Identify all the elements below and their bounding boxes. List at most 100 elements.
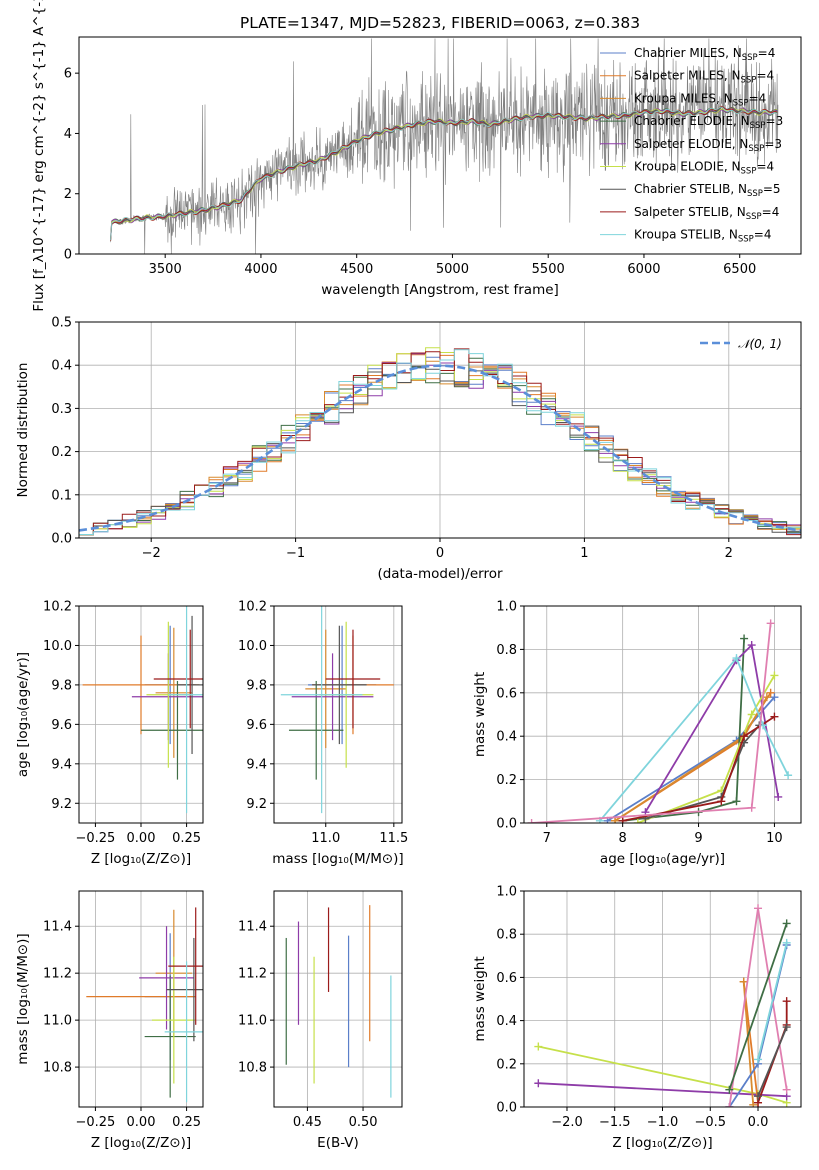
x-tick-label: 0.00	[127, 831, 156, 846]
y-tick-label: 9.2	[246, 797, 267, 812]
legend-sub: SSP	[746, 212, 762, 222]
x-tick-label: −2.0	[551, 1115, 583, 1130]
y-tick-label: 9.4	[51, 757, 72, 772]
x-tick-label: 0.50	[349, 1115, 378, 1130]
x-axis-label: wavelength [Angstrom, rest frame]	[321, 282, 559, 298]
legend-sub: SSP	[750, 121, 766, 131]
series-marker	[766, 619, 775, 628]
legend-label: Chabrier MILES, NSSP=4	[634, 46, 775, 63]
y-tick-label: 0.5	[51, 316, 72, 331]
x-tick-label: 8	[619, 831, 627, 846]
series-marker	[534, 1042, 543, 1051]
legend-sub: SSP	[742, 53, 758, 63]
y-tick-label: 11.4	[43, 920, 72, 935]
legend-n: =4	[749, 91, 767, 105]
y-tick-label: 0.4	[496, 1014, 517, 1029]
y-tick-label: 0.0	[496, 817, 517, 832]
y-tick-label: 11.2	[238, 967, 267, 982]
y-tick-label: 0.6	[496, 971, 517, 986]
legend-sub: SSP	[738, 235, 754, 245]
plot-area	[110, 38, 779, 254]
y-tick-label: 0.0	[51, 532, 72, 547]
legend-sub: SSP	[733, 98, 749, 108]
y-tick-label: 4	[64, 127, 72, 142]
series-marker	[633, 819, 642, 823]
plot-area	[82, 606, 203, 814]
legend-label: Kroupa ELODIE, NSSP=4	[634, 160, 774, 177]
series-marker	[740, 732, 749, 741]
legend-sub: SSP	[747, 189, 763, 199]
series-marker	[754, 1092, 763, 1101]
y-tick-label: 11.4	[238, 920, 267, 935]
y-axis-label: Normed distribution	[15, 363, 31, 498]
series-marker	[770, 671, 779, 680]
y-axis-label: mass weight	[472, 956, 488, 1041]
panel-mass-vs-Z: −0.25 0.00 0.25 10.8 11.0 11.2 11.4 Z [log₁₀(Z/…	[15, 890, 204, 1151]
x-tick-label: −0.5	[694, 1115, 726, 1130]
panel-residuals: 𝒩(0, 1) −2 −1 0 1 2 0.0 0.1 0.2 0.3 0.4 0.5 (data-mo…	[15, 316, 802, 582]
legend-n: =3	[764, 137, 782, 151]
panel-age-vs-mass: 11.0 11.5 9.2 9.4 9.6 9.8 10.0 10.2 mass [log₁₀(…	[238, 600, 408, 868]
series-line-7	[757, 942, 788, 1060]
y-tick-label: 0.4	[51, 359, 72, 374]
y-tick-label: 10.8	[238, 1061, 267, 1076]
series-marker	[782, 1023, 791, 1032]
panel-spectrum: Chabrier MILES, NSSP=4 Salpeter MILES, NS…	[31, 0, 802, 312]
legend-label: Salpeter ELODIE, NSSP=3	[634, 137, 782, 154]
series-marker	[739, 977, 748, 986]
y-tick-label: 9.8	[246, 678, 267, 693]
y-axis-label: Flux [f_λ10^{-17} erg cm^{-2} s^{-1} A^{…	[31, 0, 47, 312]
legend-label: Chabrier ELODIE, NSSP=3	[634, 114, 783, 131]
y-tick-label: 11.0	[238, 1014, 267, 1029]
y-tick-label: 1.0	[496, 885, 517, 900]
axes-frame	[273, 890, 403, 1108]
x-tick-label: 2	[725, 546, 733, 561]
legend-n: =4	[754, 228, 772, 242]
panel-age-vs-Z: −0.25 0.00 0.25 9.2 9.4 9.6 9.8 10.0 10.2 Z [log₁…	[15, 600, 204, 867]
plot-area	[280, 606, 394, 814]
legend-label: Salpeter MILES, NSSP=4	[634, 69, 774, 86]
x-tick-label: 0.45	[293, 1115, 322, 1130]
observed-spectrum	[110, 38, 779, 254]
panel-mass-vs-ebv: 0.45 0.50 10.8 11.0 11.2 11.4 E(B-V)	[238, 890, 403, 1151]
panel-mass-weight-vs-age: 7 8 9 10 0.0 0.2 0.4 0.6 0.8 1.0 age [log₁₀(age/yr…	[472, 600, 802, 867]
x-tick-label: −1	[286, 546, 305, 561]
legend-n: =3	[766, 114, 784, 128]
series-marker	[618, 816, 627, 823]
series-line-8	[599, 656, 789, 822]
series-marker	[770, 693, 779, 702]
series-marker	[732, 797, 741, 806]
series-line-6	[728, 923, 788, 1090]
plot-area	[79, 347, 801, 536]
y-tick-label: 9.2	[51, 797, 72, 812]
series-marker	[754, 1055, 763, 1064]
x-tick-label: 0.00	[127, 1115, 156, 1130]
series-marker	[725, 1103, 734, 1107]
x-tick-label: 0.0	[748, 1115, 769, 1130]
plot-area	[527, 619, 793, 823]
x-tick-label: 9	[694, 831, 702, 846]
y-tick-label: 0.3	[51, 402, 72, 417]
series-marker	[762, 693, 771, 702]
x-tick-label: 3500	[149, 262, 182, 277]
plot-area	[86, 907, 203, 1103]
series-marker	[782, 919, 791, 928]
series-marker	[611, 816, 620, 823]
legend-label: 𝒩(0, 1)	[738, 337, 782, 351]
x-tick-label: 10	[766, 831, 783, 846]
y-tick-label: 0	[64, 248, 72, 263]
y-tick-label: 10.0	[43, 639, 72, 654]
x-tick-label: 7	[543, 831, 551, 846]
y-tick-label: 0.8	[496, 643, 517, 658]
x-tick-label: 5000	[436, 262, 469, 277]
x-axis-label: Z [log₁₀(Z/Z⊙)]	[91, 851, 191, 867]
series-marker	[782, 1085, 791, 1094]
y-tick-label: 0.0	[496, 1101, 517, 1116]
series-marker	[766, 688, 775, 697]
y-tick-label: 9.4	[246, 757, 267, 772]
x-tick-label: 0	[436, 546, 444, 561]
x-tick-label: −2	[142, 546, 161, 561]
y-tick-label: 0.8	[496, 928, 517, 943]
x-tick-label: 11.5	[379, 831, 408, 846]
